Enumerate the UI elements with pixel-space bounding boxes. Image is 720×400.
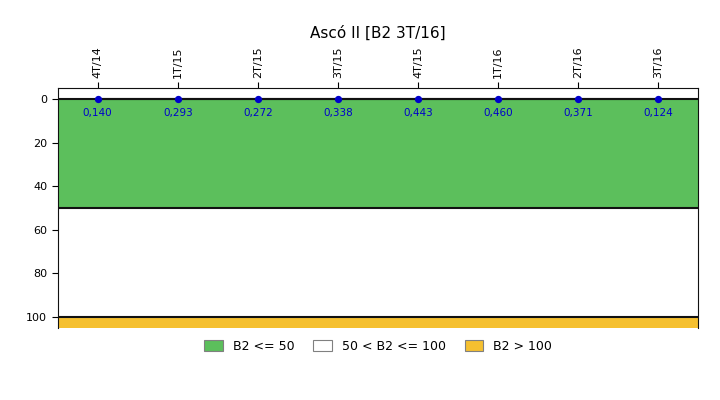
Text: 0,272: 0,272: [243, 108, 273, 118]
Point: [92, 96, 104, 102]
Point: [492, 96, 504, 102]
Text: 0,443: 0,443: [403, 108, 433, 118]
Point: [252, 96, 264, 102]
Bar: [58, 317, 698, 328]
Text: 0,140: 0,140: [83, 108, 112, 118]
Legend: B2 <= 50, 50 < B2 <= 100, B2 > 100: B2 <= 50, 50 < B2 <= 100, B2 > 100: [199, 335, 557, 358]
Point: [172, 96, 184, 102]
Point: [652, 96, 664, 102]
Title: Ascó II [B2 3T/16]: Ascó II [B2 3T/16]: [310, 25, 446, 40]
Bar: [58, 99, 698, 208]
Point: [413, 96, 424, 102]
Point: [332, 96, 343, 102]
Bar: [58, 208, 698, 317]
Text: 0,293: 0,293: [163, 108, 193, 118]
Text: 0,124: 0,124: [644, 108, 673, 118]
Text: 0,460: 0,460: [483, 108, 513, 118]
Text: 0,338: 0,338: [323, 108, 353, 118]
Text: 0,371: 0,371: [563, 108, 593, 118]
Point: [572, 96, 584, 102]
